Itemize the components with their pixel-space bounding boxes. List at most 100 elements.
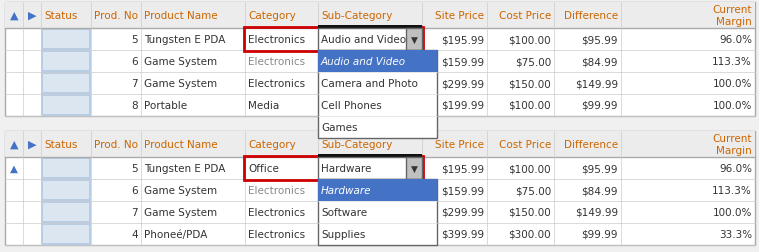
Text: Prod. No: Prod. No <box>94 11 138 21</box>
Text: Category: Category <box>248 11 296 21</box>
Text: 100.0%: 100.0% <box>713 101 752 111</box>
Text: ▲: ▲ <box>10 11 18 21</box>
Text: $150.00: $150.00 <box>509 207 551 217</box>
Text: Camera and Photo: Camera and Photo <box>321 79 418 89</box>
Text: Electronics: Electronics <box>248 207 305 217</box>
Text: $75.00: $75.00 <box>515 57 551 67</box>
Text: $100.00: $100.00 <box>509 163 551 173</box>
Bar <box>244 28 423 52</box>
Text: Current
Margin: Current Margin <box>713 5 752 27</box>
Text: $149.99: $149.99 <box>575 207 618 217</box>
Text: Game System: Game System <box>144 207 217 217</box>
Bar <box>318 179 437 245</box>
Bar <box>5 132 755 158</box>
Text: $399.99: $399.99 <box>441 229 484 239</box>
Bar <box>5 132 755 245</box>
Text: Electronics: Electronics <box>248 57 305 67</box>
Bar <box>244 156 423 180</box>
Text: $95.99: $95.99 <box>581 35 618 45</box>
Bar <box>318 29 422 51</box>
Text: 7: 7 <box>131 79 138 89</box>
Text: Prod. No: Prod. No <box>94 139 138 149</box>
Text: Site Price: Site Price <box>435 139 484 149</box>
Text: 4: 4 <box>131 229 138 239</box>
Bar <box>5 3 755 29</box>
Text: Hardware: Hardware <box>321 185 371 195</box>
Text: $100.00: $100.00 <box>509 101 551 111</box>
Text: Electronics: Electronics <box>248 185 305 195</box>
Text: ▲: ▲ <box>10 139 18 149</box>
Bar <box>43 203 89 221</box>
Text: Electronics: Electronics <box>248 35 305 45</box>
Text: Hardware: Hardware <box>321 163 371 173</box>
Bar <box>41 73 91 94</box>
Text: Media: Media <box>248 101 279 111</box>
Text: Difference: Difference <box>564 11 618 21</box>
Bar <box>43 75 89 93</box>
Text: Games: Games <box>321 122 357 133</box>
Text: $99.99: $99.99 <box>581 101 618 111</box>
Text: $75.00: $75.00 <box>515 185 551 195</box>
Bar <box>41 223 91 245</box>
Text: 6: 6 <box>131 57 138 67</box>
Text: $300.00: $300.00 <box>509 229 551 239</box>
Text: Portable: Portable <box>144 101 187 111</box>
Text: Difference: Difference <box>564 139 618 149</box>
Text: Site Price: Site Price <box>435 11 484 21</box>
Text: Cell Phones: Cell Phones <box>321 101 382 111</box>
Text: Sub-Category: Sub-Category <box>321 139 392 149</box>
Text: 113.3%: 113.3% <box>712 185 752 195</box>
Text: Software: Software <box>321 207 367 217</box>
Text: $299.99: $299.99 <box>441 207 484 217</box>
Text: ▼: ▼ <box>411 35 417 44</box>
Text: Cost Price: Cost Price <box>499 139 551 149</box>
Bar <box>318 26 422 29</box>
Text: Electronics: Electronics <box>248 229 305 239</box>
Text: Hardware: Hardware <box>321 185 371 195</box>
Text: Electronics: Electronics <box>248 79 305 89</box>
Bar <box>318 51 437 73</box>
Text: Cell Phones: Cell Phones <box>321 229 382 239</box>
Text: Current
Margin: Current Margin <box>713 134 752 155</box>
Bar <box>318 179 437 201</box>
Text: 113.3%: 113.3% <box>712 57 752 67</box>
Text: $99.99: $99.99 <box>581 229 618 239</box>
Text: 100.0%: 100.0% <box>713 207 752 217</box>
Bar <box>41 179 91 201</box>
Text: Supplies: Supplies <box>321 229 365 239</box>
Bar <box>41 158 91 179</box>
Bar <box>318 158 422 179</box>
Text: ▶: ▶ <box>28 139 36 149</box>
Text: $100.00: $100.00 <box>509 35 551 45</box>
Text: $195.99: $195.99 <box>441 35 484 45</box>
Bar <box>41 51 91 73</box>
Text: Audio and Video: Audio and Video <box>321 57 406 67</box>
Bar <box>318 154 422 158</box>
Text: Game System: Game System <box>144 79 217 89</box>
Bar <box>41 29 91 51</box>
Text: 96.0%: 96.0% <box>719 163 752 173</box>
Bar <box>43 53 89 71</box>
Text: 5: 5 <box>131 163 138 173</box>
Text: $95.99: $95.99 <box>581 163 618 173</box>
Text: ▲: ▲ <box>10 163 18 173</box>
Bar <box>43 97 89 115</box>
Text: $199.99: $199.99 <box>441 101 484 111</box>
Text: Tungsten E PDA: Tungsten E PDA <box>144 163 225 173</box>
Text: Office: Office <box>248 163 279 173</box>
Text: $159.99: $159.99 <box>441 57 484 67</box>
Text: $150.00: $150.00 <box>509 79 551 89</box>
Text: Sub-Category: Sub-Category <box>321 11 392 21</box>
Text: Audio and Video: Audio and Video <box>321 35 406 45</box>
Text: 5: 5 <box>131 35 138 45</box>
Text: 6: 6 <box>131 185 138 195</box>
Bar <box>43 31 89 49</box>
Text: Game System: Game System <box>144 185 217 195</box>
Text: $149.99: $149.99 <box>575 79 618 89</box>
Bar <box>43 181 89 199</box>
Text: $84.99: $84.99 <box>581 57 618 67</box>
Text: Audio and Video: Audio and Video <box>321 57 406 67</box>
Text: ▶: ▶ <box>28 11 36 21</box>
Bar <box>43 159 89 177</box>
Text: $84.99: $84.99 <box>581 185 618 195</box>
